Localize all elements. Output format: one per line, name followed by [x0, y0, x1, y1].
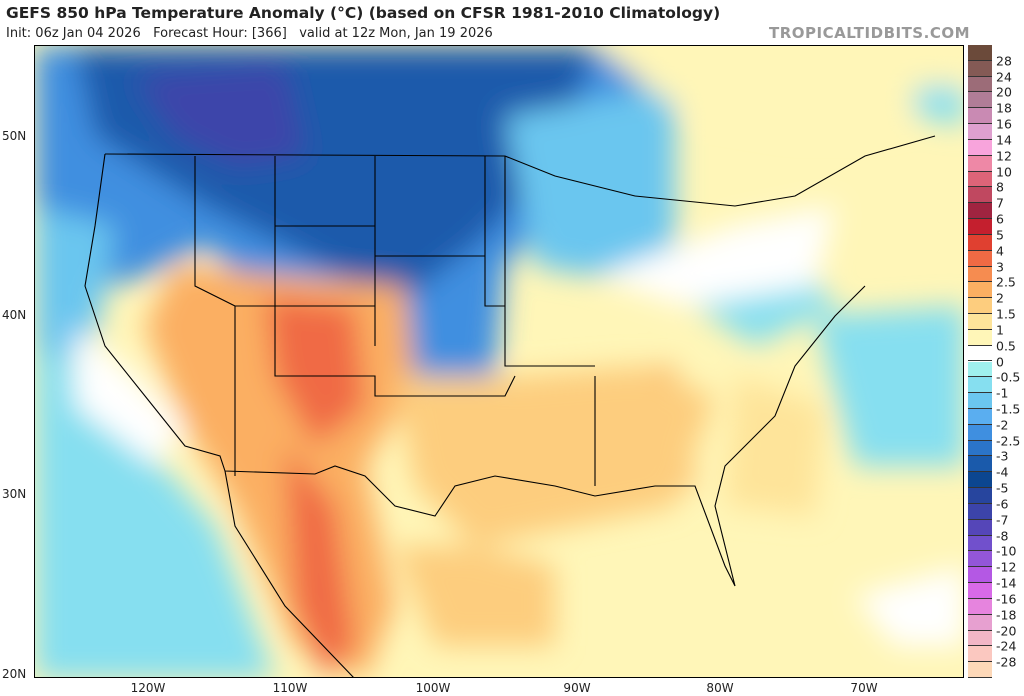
- lon-label-120w: 120W: [130, 681, 166, 695]
- colorbar-label: -6: [996, 496, 1009, 512]
- colorbar-label: -1: [996, 385, 1009, 401]
- colorbar-segment: [968, 503, 992, 520]
- colorbar-segment: [968, 60, 992, 77]
- colorbar-label: -8: [996, 528, 1009, 544]
- colorbar-label: 1: [996, 322, 1004, 338]
- colorbar-segment: [968, 234, 992, 251]
- colorbar-segment: [968, 567, 992, 584]
- colorbar-segment: [968, 535, 992, 552]
- colorbar-segment: [968, 187, 992, 204]
- colorbar-label: 18: [996, 100, 1012, 116]
- colorbar-label: 0: [996, 354, 1004, 369]
- brand-watermark: TROPICALTIDBITS.COM: [769, 24, 970, 42]
- colorbar-segment: [968, 646, 992, 663]
- colorbar-segment: [968, 614, 992, 631]
- colorbar-label: -5: [996, 480, 1009, 496]
- colorbar-label: -2: [996, 417, 1009, 433]
- colorbar-label: 7: [996, 195, 1004, 211]
- colorbar-segment: [968, 266, 992, 283]
- colorbar-label: 20: [996, 84, 1012, 100]
- lat-label-50n: 50N: [2, 129, 27, 143]
- colorbar-segment: [968, 171, 992, 188]
- colorbar-segment: [968, 76, 992, 93]
- colorbar-segment: [968, 155, 992, 172]
- colorbar-segment: [968, 282, 992, 299]
- lat-label-40n: 40N: [2, 308, 27, 322]
- colorbar-segment: [968, 108, 992, 125]
- colorbar-segment: [968, 519, 992, 536]
- colorbar-label: 24: [996, 69, 1012, 85]
- colorbar-segment: [968, 393, 992, 409]
- colorbar-segment: [968, 314, 992, 330]
- colorbar-label: -7: [996, 512, 1009, 528]
- colorbar-label: 6: [996, 211, 1004, 227]
- colorbar-label: -16: [996, 591, 1017, 607]
- colorbar-segment: [968, 408, 992, 425]
- colorbar-segment: [968, 219, 992, 235]
- colorbar-label: -4: [996, 464, 1009, 480]
- colorbar-label: -12: [996, 559, 1017, 575]
- map-subtitle: Init: 06z Jan 04 2026 Forecast Hour: [36…: [6, 26, 493, 41]
- lat-label-30n: 30N: [2, 487, 27, 501]
- colorbar-label: -20: [996, 623, 1017, 639]
- colorbar-label: 4: [996, 243, 1004, 259]
- map-title: GEFS 850 hPa Temperature Anomaly (°C) (b…: [6, 4, 721, 22]
- colorbar-label: -24: [996, 638, 1017, 654]
- colorbar-segment: [968, 440, 992, 457]
- colorbar-label: 16: [996, 116, 1012, 132]
- colorbar-label: -2.5: [996, 433, 1021, 449]
- colorbar-segment: [968, 662, 992, 678]
- lat-label-20n: 20N: [2, 667, 27, 681]
- colorbar-segment: [968, 598, 992, 615]
- lon-label-110w: 110W: [272, 681, 308, 695]
- colorbar-segment: [968, 345, 992, 362]
- lon-label-90w: 90W: [563, 681, 591, 695]
- colorbar-segment: [968, 298, 992, 314]
- colorbar-label: 3: [996, 259, 1004, 275]
- lon-label-80w: 80W: [706, 681, 734, 695]
- colorbar-segment: [968, 456, 992, 473]
- lon-label-100w: 100W: [415, 681, 451, 695]
- colorbar-segment: [968, 203, 992, 220]
- colorbar: [968, 45, 992, 678]
- colorbar-label: 12: [996, 148, 1012, 164]
- colorbar-label: 14: [996, 132, 1012, 148]
- temperature-anomaly-map: [34, 45, 964, 678]
- colorbar-label: 5: [996, 227, 1004, 243]
- colorbar-segment: [968, 124, 992, 140]
- colorbar-label: -1.5: [996, 401, 1021, 417]
- colorbar-label: -14: [996, 575, 1017, 591]
- colorbar-segment: [968, 424, 992, 441]
- colorbar-segment: [968, 139, 992, 156]
- colorbar-label: 1.5: [996, 306, 1016, 322]
- colorbar-segment: [968, 472, 992, 489]
- lon-label-70w: 70W: [850, 681, 878, 695]
- colorbar-segment: [968, 583, 992, 599]
- colorbar-segment: [968, 488, 992, 504]
- colorbar-label: 28: [996, 53, 1012, 69]
- colorbar-segment: [968, 92, 992, 109]
- colorbar-segment: [968, 377, 992, 394]
- colorbar-label: 2.5: [996, 274, 1016, 290]
- colorbar-segment: [968, 630, 992, 647]
- colorbar-label: -28: [996, 654, 1017, 670]
- colorbar-label: 0.5: [996, 338, 1016, 354]
- colorbar-label: 8: [996, 179, 1004, 195]
- colorbar-segment: [968, 329, 992, 346]
- country-borders: [84, 135, 936, 677]
- colorbar-segment: [968, 45, 992, 61]
- colorbar-segment: [968, 250, 992, 267]
- colorbar-segment: [968, 361, 992, 378]
- colorbar-label: -0.5: [996, 369, 1021, 385]
- colorbar-segment: [968, 551, 992, 568]
- colorbar-label: 10: [996, 164, 1012, 180]
- colorbar-label: 2: [996, 290, 1004, 306]
- colorbar-label: -10: [996, 543, 1017, 559]
- colorbar-label: -18: [996, 607, 1017, 623]
- colorbar-label: -3: [996, 448, 1009, 464]
